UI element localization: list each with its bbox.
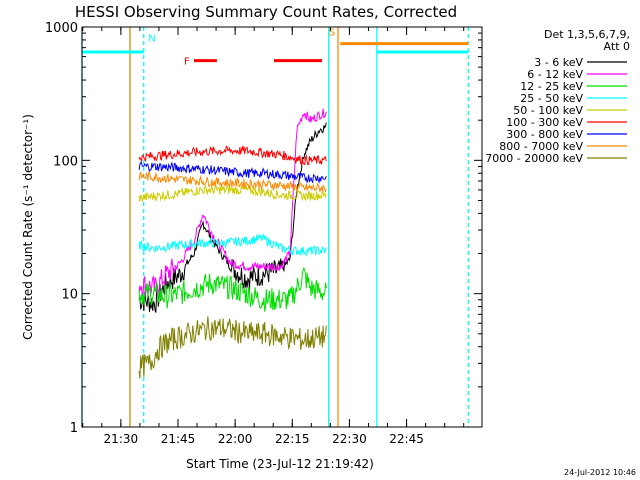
y-tick-label: 100 (53, 154, 78, 169)
x-tick-label: 22:30 (332, 432, 367, 446)
legend-label: 300 - 800 keV (506, 128, 583, 141)
y-tick-label: 1000 (45, 21, 78, 36)
legend-header-line1: Det 1,3,5,6,7,9, (544, 28, 630, 41)
x-tick-label: 22:15 (275, 432, 310, 446)
chart-title: HESSI Observing Summary Count Rates, Cor… (75, 3, 457, 21)
flare-label: F (184, 57, 190, 68)
y-tick-label: 10 (61, 288, 78, 303)
legend-label: 6 - 12 keV (527, 68, 583, 81)
legend-label: 100 - 300 keV (506, 116, 583, 129)
annotation-label: S (329, 28, 335, 39)
legend-label: 25 - 50 keV (520, 92, 583, 105)
legend-label: 3 - 6 keV (534, 56, 583, 69)
legend-header-line2: Att 0 (604, 40, 630, 53)
series-line (138, 145, 327, 166)
x-tick-label: 22:00 (218, 432, 253, 446)
y-tick-label: 1 (70, 421, 78, 436)
legend-label: 50 - 100 keV (513, 104, 583, 117)
x-axis-label: Start Time (23-Jul-12 21:19:42) (186, 457, 374, 471)
series-line (138, 171, 327, 193)
series-line (138, 233, 327, 258)
legend-label: 800 - 7000 keV (499, 140, 583, 153)
legend-label: 12 - 25 keV (520, 80, 583, 93)
series-line (138, 161, 327, 184)
plot-area: F N S (81, 27, 469, 427)
x-tick-label: 21:45 (161, 432, 196, 446)
x-tick-label: 21:30 (104, 432, 139, 446)
series-line (138, 266, 327, 312)
x-tick-label: 22:45 (389, 432, 424, 446)
legend-label: 7000 - 20000 keV (485, 152, 583, 165)
footer-timestamp: 24-Jul-2012 10:46 (564, 468, 636, 477)
annotation-label: N (148, 33, 155, 44)
series-line (138, 108, 327, 297)
series-line (138, 316, 327, 379)
y-axis-label: Corrected Count Rate (s⁻¹ detector⁻¹) (21, 114, 35, 340)
plot-frame (81, 26, 483, 428)
series-line (138, 183, 327, 202)
